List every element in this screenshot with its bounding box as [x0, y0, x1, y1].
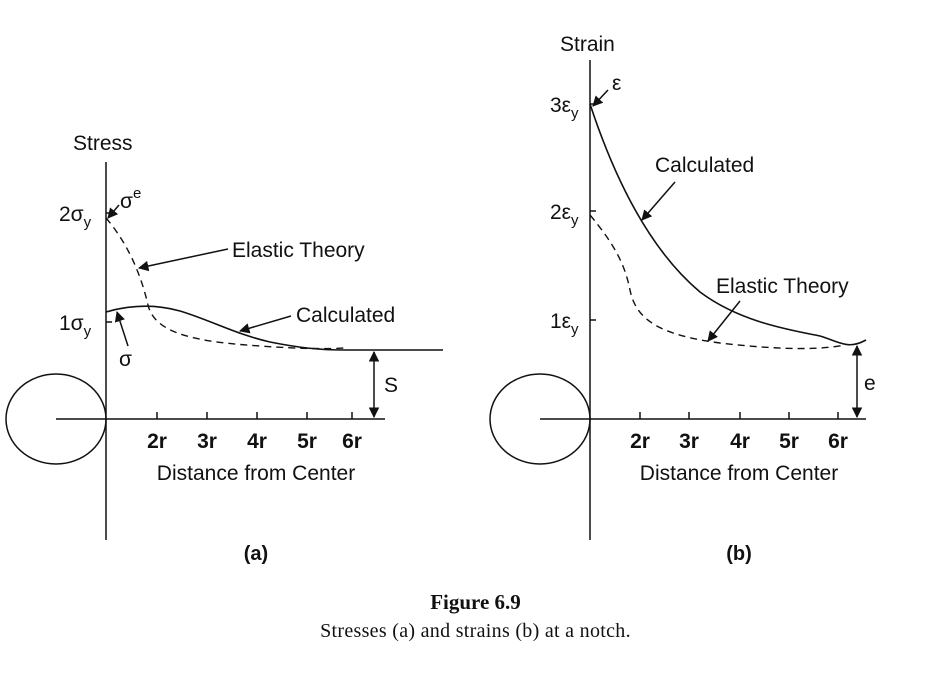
- sigma-e-label: σe: [120, 185, 141, 213]
- x-axis-title-b: Distance from Center: [640, 462, 838, 485]
- x-tick-label-a-3r: 3r: [197, 430, 217, 453]
- x-tick-label-b-6r: 6r: [828, 430, 848, 453]
- elastic-theory-arrow-b: [707, 300, 741, 342]
- calculated-curve-a: [105, 305, 443, 351]
- y-axis-title-a: Stress: [73, 132, 133, 155]
- y-tick-label-a-2: 2σy: [59, 203, 92, 231]
- calculated-label-a: Calculated: [296, 304, 395, 327]
- figure-diagram: Stress 2σy 1σy 2r 3r 4r 5r 6r Distance f…: [5, 33, 876, 565]
- x-tick-label-b-2r: 2r: [630, 430, 650, 453]
- epsilon-label: ε: [612, 72, 621, 95]
- sigma-e-arrow: [107, 204, 120, 219]
- figure-caption: Stresses (a) and strains (b) at a notch.: [320, 620, 631, 642]
- x-tick-label-a-5r: 5r: [297, 430, 317, 453]
- elastic-theory-curve-b: [589, 214, 846, 350]
- x-tick-marks-a: [156, 412, 353, 419]
- y-tick-label-b-1: 1εy: [550, 310, 579, 338]
- epsilon-arrow: [592, 89, 609, 107]
- x-axis-title-a: Distance from Center: [157, 462, 355, 485]
- x-tick-label-a-6r: 6r: [342, 430, 362, 453]
- x-tick-label-b-4r: 4r: [730, 430, 750, 453]
- e-label: e: [864, 372, 876, 395]
- elastic-theory-curve-a: [105, 217, 346, 350]
- calculated-arrow-a: [238, 315, 292, 334]
- x-tick-label-b-3r: 3r: [679, 430, 699, 453]
- figure-title: Figure 6.9: [430, 590, 521, 614]
- elastic-theory-label-a: Elastic Theory: [232, 239, 365, 262]
- y-tick-label-a-1: 1σy: [59, 312, 92, 340]
- x-tick-marks-b: [639, 412, 839, 419]
- s-label: S: [384, 374, 398, 397]
- sigma-label: σ: [119, 348, 132, 371]
- panel-label-b: (b): [726, 543, 752, 565]
- calculated-label-b: Calculated: [655, 154, 754, 177]
- elastic-theory-label-b: Elastic Theory: [716, 275, 849, 298]
- y-tick-label-b-3: 3εy: [550, 94, 579, 122]
- calculated-arrow-b: [641, 181, 676, 221]
- panel-label-a: (a): [244, 543, 268, 565]
- calculated-curve-b: [589, 103, 867, 346]
- elastic-theory-arrow-a: [137, 248, 229, 272]
- panel-b: Strain 3εy 2εy 1εy 2r 3r 4r 5r 6r Distan…: [489, 33, 876, 565]
- x-tick-label-a-4r: 4r: [247, 430, 267, 453]
- y-tick-label-b-2: 2εy: [550, 201, 579, 229]
- sigma-arrow: [114, 311, 129, 347]
- x-tick-label-b-5r: 5r: [779, 430, 799, 453]
- y-axis-title-b: Strain: [560, 33, 615, 56]
- panel-a: Stress 2σy 1σy 2r 3r 4r 5r 6r Distance f…: [5, 132, 443, 565]
- x-tick-label-a-2r: 2r: [147, 430, 167, 453]
